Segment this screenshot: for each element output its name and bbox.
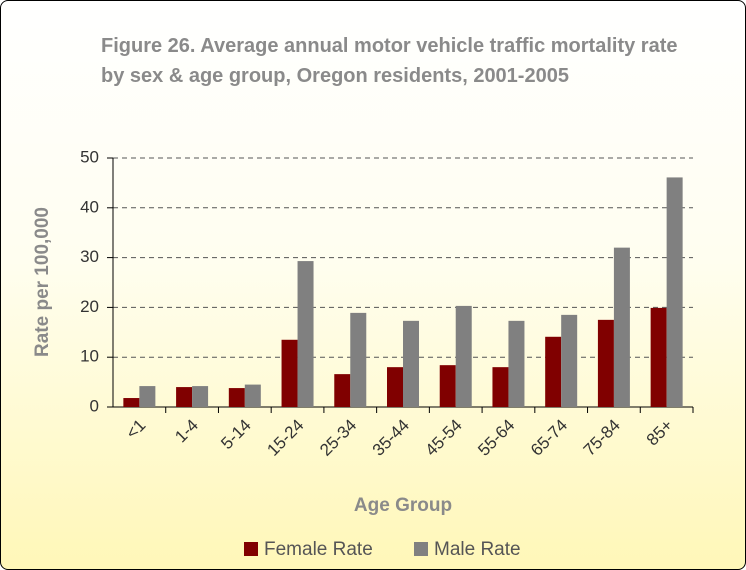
bar [597,319,614,407]
x-axis-label: Age Group [354,495,452,516]
y-axis-label: Rate per 100,000 [32,207,53,357]
bar [139,386,156,407]
bar [455,305,472,407]
x-tick-label: 25-34 [316,416,360,460]
bar [281,339,298,407]
legend-swatch [414,542,428,556]
x-tick-label: 85+ [643,416,677,450]
bar [561,314,578,407]
bar [545,336,562,407]
y-tick-label: 0 [90,396,99,415]
chart-title: Figure 26. Average annual motor vehicle … [101,35,678,87]
bar [613,247,630,407]
bar [192,386,209,407]
y-tick-label: 30 [80,247,99,266]
x-tick-label: 45-54 [422,416,466,460]
legend-swatch [244,542,258,556]
bar [244,384,261,407]
y-tick-label: 20 [80,297,99,316]
x-tick-label: 15-24 [263,416,307,460]
bar [297,261,314,407]
bar [228,388,245,407]
x-tick-label: 65-74 [527,416,571,460]
y-tick-label: 40 [80,197,99,216]
bar [350,312,367,407]
x-tick-label: 75-84 [580,416,624,460]
bar [387,367,403,407]
bar [123,398,140,407]
legend-label: Male Rate [434,539,521,560]
y-tick-label: 50 [80,147,99,166]
x-tick-label: 35-44 [369,416,413,460]
bar [334,374,351,407]
bar [650,307,667,407]
y-tick-label: 10 [80,347,99,366]
x-tick-label: 1-4 [171,416,202,447]
bar [508,320,525,407]
bar [176,387,193,407]
x-tick-label: 55-64 [474,416,518,460]
bar [403,320,419,407]
x-tick-label: 5-14 [217,416,254,453]
bar [492,367,509,407]
bar [439,365,456,407]
bar [666,177,683,407]
legend-label: Female Rate [264,539,373,560]
x-tick-label: <1 [122,416,149,443]
